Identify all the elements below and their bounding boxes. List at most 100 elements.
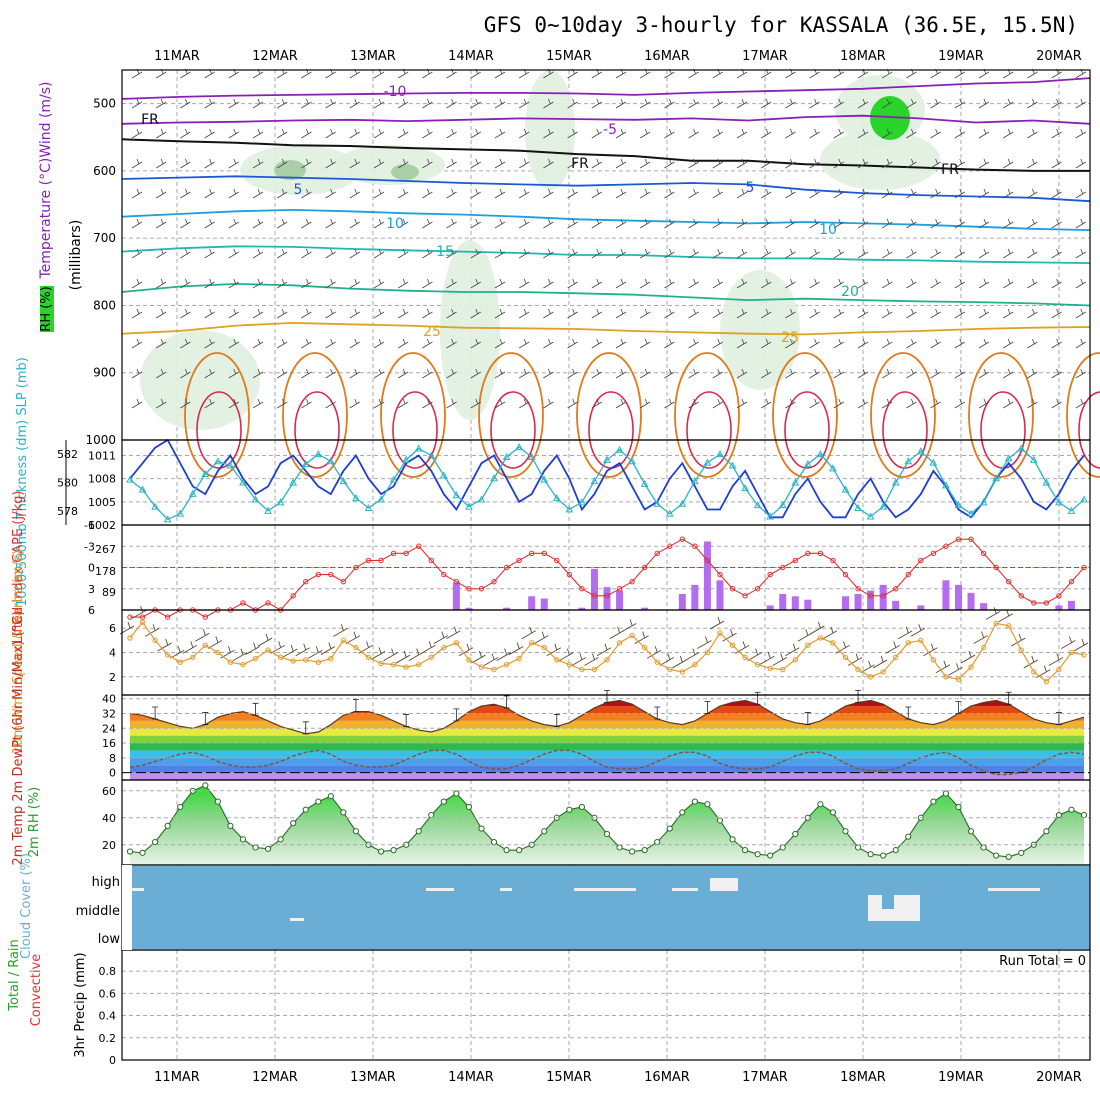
wind-barb [1002,338,1014,349]
wind-barb [978,398,990,409]
wind-barb-10m [584,653,599,666]
wind-barb [664,398,675,409]
cloud-gap [500,888,512,891]
wind-barb-10m [659,653,674,666]
wind-barb [228,218,240,229]
cloud-gap [426,888,454,891]
wind-barb [325,248,336,259]
wind-barb [688,278,699,289]
rh-point [440,798,447,805]
wind-barb [228,188,240,199]
wind-barb [1002,368,1014,379]
wind-barb [760,188,772,199]
wind-tick-label: 2 [109,671,116,684]
thickness-point [716,450,724,458]
precip-tick-label: 0.6 [99,987,117,1000]
low-level-isotherm [968,352,1034,478]
cape-tick-label: 267 [95,543,116,556]
thickness-point [465,502,473,510]
cape-bar [578,607,586,610]
wind-barb [543,338,554,349]
low-level-isotherm [282,352,348,478]
wind-barb [567,278,578,289]
rh-high-shade [870,96,910,140]
wind-speed-point [303,657,309,663]
temp-band [130,700,1084,707]
wind-barb [1002,158,1014,169]
temp-minmax-bar [202,712,209,725]
wind-speed-point [993,620,999,627]
wind-barb [422,128,433,139]
cape-bar [779,594,787,610]
wind-barb [760,398,772,409]
wind-barb [639,308,651,319]
wind-barb-10m [973,631,988,645]
wind-barb [736,398,748,409]
temp-band [130,735,1084,744]
wind-barb-10m [458,643,474,657]
lifted-index-point [441,571,447,578]
wind-barb [639,248,651,259]
lifted-index-point [541,550,547,557]
wind-barb [446,98,457,109]
wind-speed-point [390,661,397,668]
wind-speed-point [968,664,974,670]
wind-barb [688,98,699,109]
wind-barb-10m [282,644,298,658]
wind-barb [688,308,699,319]
rh-point [352,828,360,835]
wind-barb [615,308,627,319]
temp-minmax-bar [252,702,259,716]
rh-point [679,809,686,816]
wind-speed-point [792,657,798,663]
wind-barb [470,308,482,319]
isotherm-line [121,321,1091,336]
wind-barb [325,98,336,109]
wind-barb [906,218,917,229]
wind-barb [131,278,143,289]
lifted-cape-label: Lifted Index CAPE (J/kg) [11,491,26,644]
wind-barb [591,248,603,259]
wind-barb [833,278,845,289]
wind-barb [543,368,554,379]
wind-barb [252,278,264,289]
cloud-level-label: middle [76,904,120,919]
thickness-tick-label: 582 [57,448,78,461]
slp-tick-label: 1005 [88,496,116,509]
wind-barb [1002,218,1014,229]
wind-barb [1075,308,1087,319]
wind-barb [252,248,264,259]
wind-barb [155,218,167,229]
wind-barb-10m [169,646,185,659]
wind-barb [397,278,409,289]
wind-barb-10m [847,653,863,666]
wind-barb [155,128,167,139]
wind-barb [252,98,264,109]
date-label-top: 14MAR [448,49,494,64]
wind-barb [688,128,699,139]
thickness-point [214,457,222,465]
wind-barb [155,368,167,379]
li-tick-label: 0 [88,562,95,575]
thickness-point [942,481,950,489]
temp-minmax-bar [905,706,912,720]
temp-minmax-bar [1005,691,1012,705]
rh-point [967,828,975,835]
thickness-point [665,509,674,517]
wind-barb [131,218,143,229]
lifted-index-point [1018,593,1024,599]
wind-barb [567,218,578,229]
wind-barb [349,368,361,379]
wind-barb-10m [646,646,662,659]
wind-barb [397,398,409,409]
wind-barb [664,338,675,349]
wind-barb [276,368,288,379]
lifted-index-point [516,557,522,564]
rh-point [340,809,347,816]
wind-barb [276,278,288,289]
slp-tick-label: 1011 [88,449,116,462]
lifted-index-point [918,557,924,564]
lifted-index-point [290,593,296,599]
rh-point [390,847,397,854]
wind-speed-point [177,659,183,665]
